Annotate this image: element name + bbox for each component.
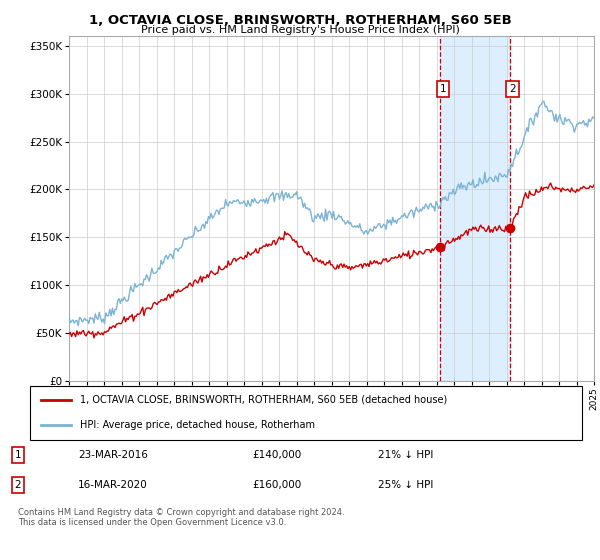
Text: £140,000: £140,000	[252, 450, 301, 460]
Bar	[440, 36, 510, 381]
Text: 1, OCTAVIA CLOSE, BRINSWORTH, ROTHERHAM, S60 5EB (detached house): 1, OCTAVIA CLOSE, BRINSWORTH, ROTHERHAM,…	[80, 395, 447, 405]
Text: 1: 1	[14, 450, 22, 460]
Text: Price paid vs. HM Land Registry's House Price Index (HPI): Price paid vs. HM Land Registry's House …	[140, 25, 460, 35]
Text: 1: 1	[440, 84, 446, 94]
Text: 25% ↓ HPI: 25% ↓ HPI	[378, 480, 433, 490]
Text: 1, OCTAVIA CLOSE, BRINSWORTH, ROTHERHAM, S60 5EB: 1, OCTAVIA CLOSE, BRINSWORTH, ROTHERHAM,…	[89, 14, 511, 27]
FancyBboxPatch shape	[30, 386, 582, 440]
Text: Contains HM Land Registry data © Crown copyright and database right 2024.
This d: Contains HM Land Registry data © Crown c…	[18, 508, 344, 528]
Text: 2: 2	[14, 480, 22, 490]
Text: HPI: Average price, detached house, Rotherham: HPI: Average price, detached house, Roth…	[80, 419, 314, 430]
Text: 21% ↓ HPI: 21% ↓ HPI	[378, 450, 433, 460]
Text: 16-MAR-2020: 16-MAR-2020	[78, 480, 148, 490]
Text: 23-MAR-2016: 23-MAR-2016	[78, 450, 148, 460]
Text: £160,000: £160,000	[252, 480, 301, 490]
Text: 2: 2	[509, 84, 516, 94]
